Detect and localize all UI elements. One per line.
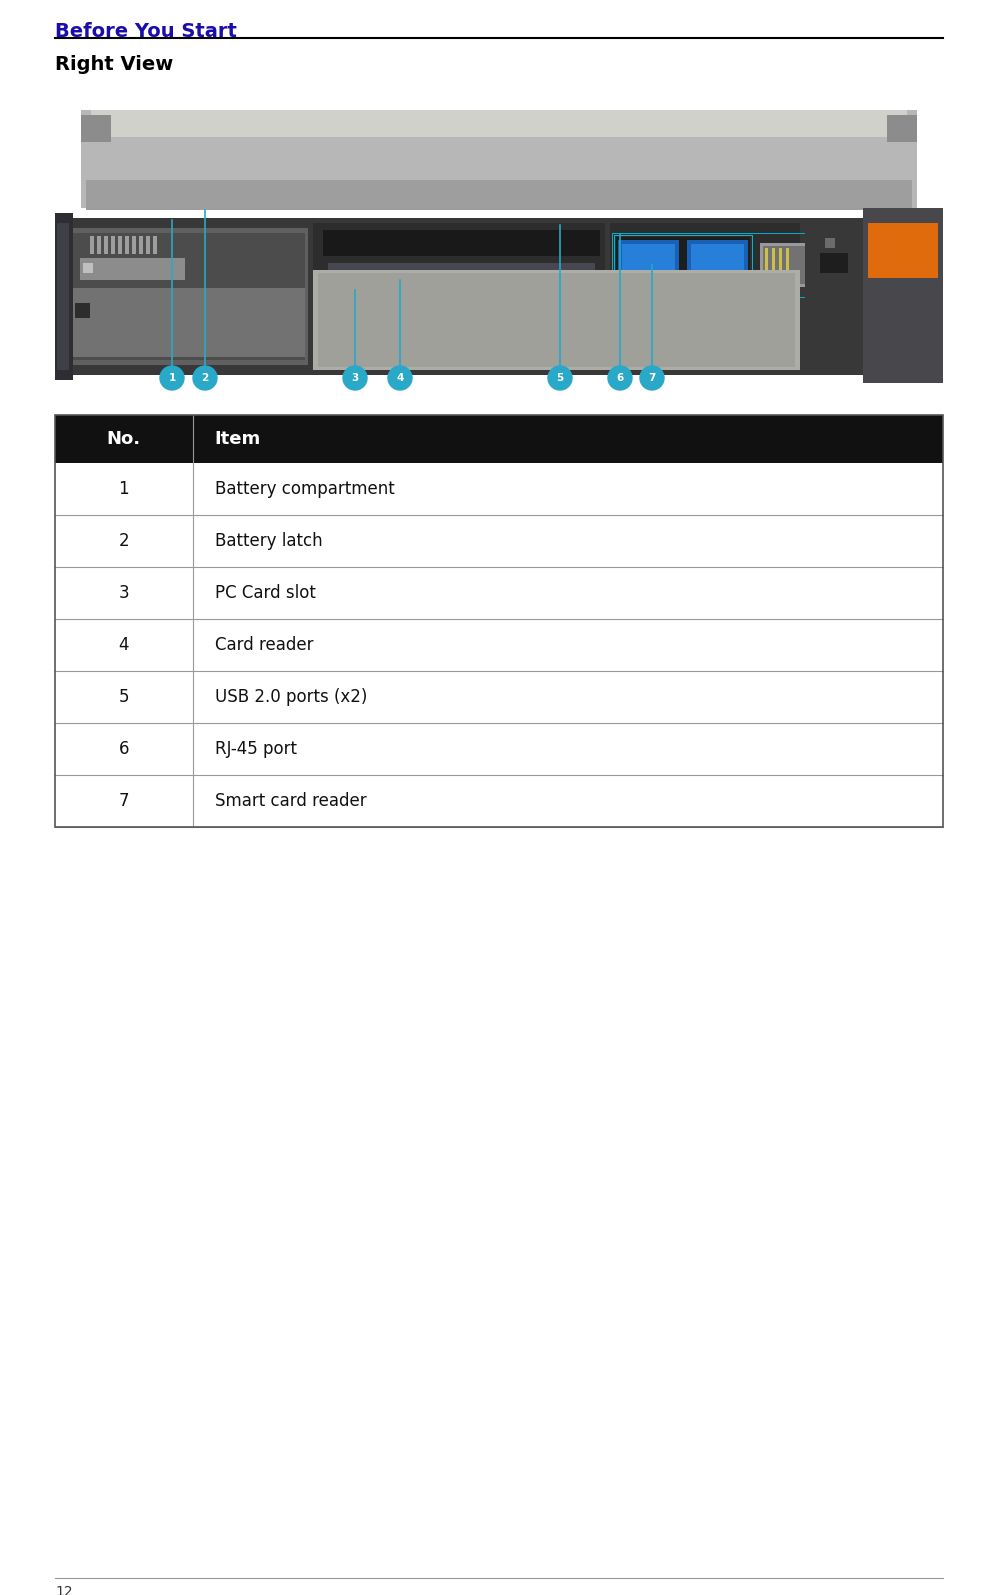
Text: 4: 4 (119, 636, 129, 654)
Bar (55, 671, 943, 723)
Circle shape (343, 365, 367, 391)
Text: 6: 6 (617, 373, 624, 383)
Text: 7: 7 (119, 793, 129, 810)
Bar (55, 566, 943, 619)
Circle shape (640, 365, 664, 391)
Bar (55, 463, 943, 515)
Circle shape (193, 365, 217, 391)
Text: Before You Start: Before You Start (55, 22, 237, 41)
Circle shape (548, 365, 572, 391)
Text: 7: 7 (649, 373, 656, 383)
Text: 3: 3 (351, 373, 358, 383)
Text: USB 2.0 ports (x2): USB 2.0 ports (x2) (215, 687, 367, 707)
Text: 4: 4 (396, 373, 403, 383)
Bar (55, 515, 943, 566)
Text: PC Card slot: PC Card slot (215, 584, 315, 601)
Circle shape (388, 365, 412, 391)
Text: 1: 1 (119, 480, 129, 498)
Text: RJ-45 port: RJ-45 port (215, 740, 296, 758)
Text: 6: 6 (119, 740, 129, 758)
Text: 5: 5 (556, 373, 564, 383)
Bar (55, 723, 943, 775)
Text: 2: 2 (119, 533, 129, 550)
Bar (55, 775, 943, 826)
Text: Battery latch: Battery latch (215, 533, 322, 550)
Text: Right View: Right View (55, 54, 174, 73)
Text: 12: 12 (55, 1585, 73, 1595)
Bar (55, 415, 943, 463)
Circle shape (160, 365, 184, 391)
Text: 2: 2 (202, 373, 209, 383)
Text: Smart card reader: Smart card reader (215, 793, 366, 810)
Text: No.: No. (107, 431, 141, 448)
Text: 5: 5 (119, 687, 129, 707)
Text: 1: 1 (169, 373, 176, 383)
Circle shape (608, 365, 632, 391)
Text: Battery compartment: Battery compartment (215, 480, 394, 498)
Bar (55, 415, 943, 826)
Text: Card reader: Card reader (215, 636, 313, 654)
Bar (55, 619, 943, 671)
Text: 3: 3 (119, 584, 129, 601)
Text: Item: Item (215, 431, 260, 448)
